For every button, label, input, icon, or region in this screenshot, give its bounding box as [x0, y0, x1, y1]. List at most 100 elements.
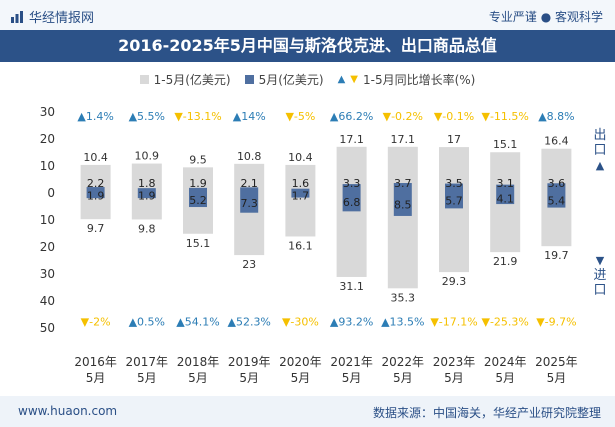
legend-swatch-month [244, 74, 254, 84]
month-bars [86, 183, 566, 216]
total-export-label: 16.4 [544, 135, 569, 148]
yoy-export-label: ▲8.8% [538, 110, 574, 123]
month-bar-export [189, 187, 207, 193]
y-tick-label: 0 [47, 186, 55, 200]
x-tick-label-month: 5月 [342, 371, 362, 385]
yoy-export-label: ▼-11.5% [482, 110, 529, 123]
total-export-label: 9.5 [189, 153, 207, 166]
up-arrow-icon: ▲ [595, 159, 605, 172]
total-import-label: 19.7 [544, 249, 569, 262]
x-tick-label-year: 2019年 [228, 355, 271, 369]
x-tick-label-month: 5月 [137, 371, 157, 385]
month-bar-export [445, 183, 463, 193]
yoy-export-label: ▲5.5% [129, 110, 165, 123]
x-tick-label-month: 5月 [239, 371, 259, 385]
data-labels: 10.49.72.21.9▲1.4%▼-2%10.99.81.81.9▲5.5%… [77, 110, 576, 328]
month-bar-export [86, 187, 105, 193]
x-tick-label-year: 2024年 [484, 355, 527, 369]
down-arrow-icon: ▼ [595, 254, 605, 267]
month-bar-import [393, 193, 412, 216]
month-export-label: 2.2 [87, 177, 105, 190]
yoy-import-label: ▼-2% [81, 315, 111, 328]
up-triangle-icon: ▲ [337, 73, 346, 85]
x-tick-label-year: 2017年 [126, 355, 169, 369]
x-tick-label-year: 2023年 [433, 355, 476, 369]
total-import-label: 16.1 [288, 239, 313, 252]
month-bar-import [291, 193, 310, 198]
total-export-label: 10.4 [83, 151, 108, 164]
chart-legend: 1-5月(亿美元) 5月(亿美元) ▲ ▼ 1-5月同比增长率(%) [0, 68, 615, 90]
import-side-label: ▼ 进口 [593, 253, 607, 298]
y-tick-label: 30 [40, 105, 55, 119]
total-import-label: 31.1 [339, 280, 364, 293]
brand-logo-icon [11, 10, 23, 23]
month-export-label: 1.6 [292, 177, 310, 190]
month-bar-export [393, 183, 412, 193]
total-import-label: 29.3 [442, 275, 467, 288]
month-bar-export [547, 183, 566, 193]
x-tick-label-month: 5月 [495, 371, 515, 385]
total-bar-import [285, 193, 316, 237]
y-tick-label: 50 [40, 321, 55, 335]
month-bar-export [137, 188, 156, 193]
month-bar-import [496, 193, 515, 205]
month-import-label: 5.4 [548, 194, 566, 207]
total-export-label: 10.9 [135, 150, 160, 163]
month-export-label: 3.1 [496, 177, 514, 190]
month-import-label: 1.9 [87, 190, 105, 203]
month-bar-import [445, 193, 463, 209]
month-import-label: 6.8 [343, 196, 361, 209]
yoy-export-label: ▲1.4% [77, 110, 113, 123]
month-bar-import [137, 193, 156, 199]
x-tick-label-year: 2020年 [279, 355, 322, 369]
x-tick-label-year: 2022年 [382, 355, 425, 369]
total-bar-export [131, 163, 162, 193]
x-tick-label-month: 5月 [444, 371, 464, 385]
y-tick-label: 30 [40, 267, 55, 281]
y-tick-label: 20 [40, 132, 55, 146]
legend-item-month: 5月(亿美元) [244, 71, 324, 88]
yoy-import-label: ▲93.2% [330, 315, 373, 328]
x-axis: 2016年 5月 2017年 5月 2018年 5月 2019年 5月 2020年 5月 2021年… [74, 355, 577, 385]
yoy-import-label: ▼-25.3% [482, 315, 529, 328]
chart-title: 2016-2025年5月中国与斯洛伐克进、出口商品总值 [0, 30, 615, 62]
top-bar: 华经情报网 专业严谨 ● 客观科学 [0, 0, 615, 30]
yoy-export-label: ▼-0.1% [434, 110, 474, 123]
yoy-import-label: ▲13.5% [381, 315, 424, 328]
footer: www.huaon.com 数据来源：中国海关，华经产业研究院整理 [0, 396, 615, 427]
yoy-export-label: ▼-0.2% [383, 110, 423, 123]
x-tick-label-month: 5月 [291, 371, 311, 385]
month-export-label: 3.5 [445, 177, 463, 190]
x-tick-label-month: 5月 [547, 371, 567, 385]
month-import-label: 5.7 [445, 195, 463, 208]
yoy-export-label: ▼-5% [285, 110, 315, 123]
month-export-label: 3.3 [343, 177, 361, 190]
total-export-label: 17 [447, 133, 461, 146]
month-export-label: 2.1 [240, 177, 258, 190]
x-tick-label-year: 2021年 [330, 355, 373, 369]
month-bar-export [342, 184, 361, 193]
yoy-import-label: ▲52.3% [227, 315, 270, 328]
brand-logo[interactable]: 华经情报网 [10, 7, 94, 26]
y-axis: 30 20 10 0 10 20 30 40 50 [40, 105, 55, 335]
y-tick-label: 10 [40, 159, 55, 173]
yoy-import-label: ▲54.1% [176, 315, 219, 328]
legend-label-yoy: 1-5月同比增长率(%) [363, 72, 476, 87]
footer-website[interactable]: www.huaon.com [18, 404, 118, 418]
total-export-label: 15.1 [493, 138, 518, 151]
yoy-import-label: ▼-9.7% [536, 315, 576, 328]
month-export-label: 3.6 [548, 177, 566, 190]
yoy-export-label: ▼-13.1% [174, 110, 221, 123]
month-bar-import [240, 193, 259, 213]
x-tick-label-year: 2016年 [74, 355, 117, 369]
month-export-label: 3.7 [394, 177, 412, 190]
month-export-label: 1.9 [189, 177, 207, 190]
total-import-label: 21.9 [493, 255, 518, 268]
brand-slogan: 专业严谨 ● 客观科学 [488, 10, 603, 24]
total-import-label: 9.8 [138, 222, 156, 235]
down-triangle-icon: ▼ [350, 73, 358, 85]
footer-source: 数据来源：中国海关，华经产业研究院整理 [372, 406, 601, 420]
month-bar-export [496, 184, 515, 193]
total-import-label: 9.7 [87, 222, 105, 235]
